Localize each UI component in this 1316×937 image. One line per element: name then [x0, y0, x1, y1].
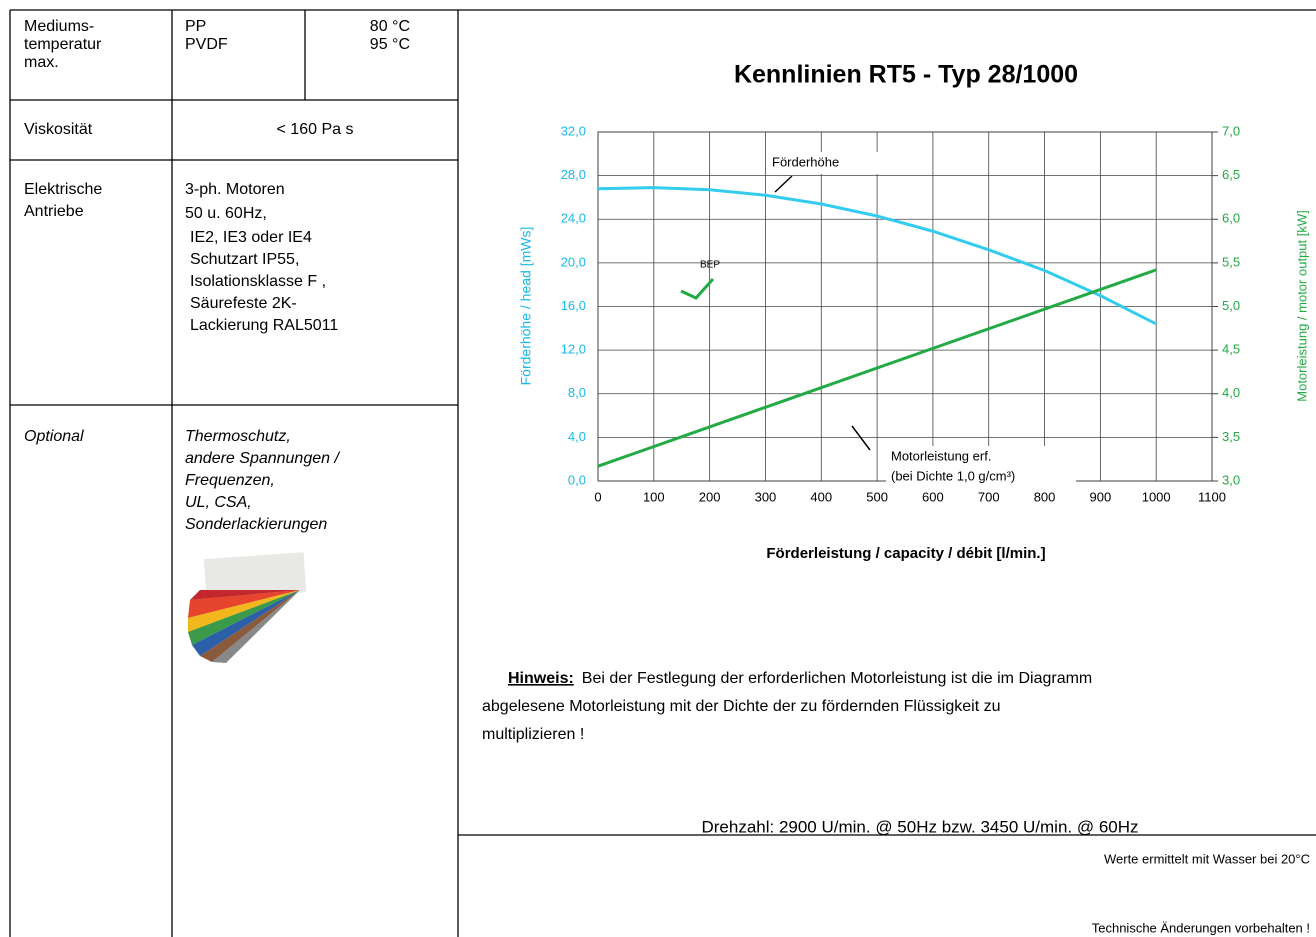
cell-text: andere Spannungen /: [185, 450, 340, 467]
cell-text: PP: [185, 18, 206, 35]
cell-text: Lackierung RAL5011: [190, 317, 338, 334]
annotation: BEP: [700, 260, 720, 271]
cell-text: Mediums-: [24, 18, 94, 35]
cell-text: Thermoschutz,: [185, 428, 291, 445]
leader-line: [775, 176, 792, 192]
note-text: multiplizieren !: [482, 726, 584, 743]
cell-text: 95 °C: [370, 36, 410, 53]
cell-text: UL, CSA,: [185, 494, 252, 511]
y2-tick-label: 3,0: [1222, 472, 1240, 487]
x-tick-label: 600: [922, 489, 944, 504]
y2-axis-label: Motorleistung / motor output [kW]: [1294, 210, 1309, 401]
cell-text: Frequenzen,: [185, 472, 275, 489]
speed: Drehzahl: 2900 U/min. @ 50Hz bzw. 3450 U…: [701, 817, 1138, 836]
chart-title: Kennlinien RT5 - Typ 28/1000: [734, 61, 1078, 89]
cell-text: Isolationsklasse F ,: [190, 273, 326, 290]
note-text: abgelesene Motorleistung mit der Dichte …: [482, 698, 1001, 715]
cell-text: Sonderlackierungen: [185, 516, 327, 533]
cell-text: max.: [24, 54, 59, 71]
cell-text: 50 u. 60Hz,: [185, 205, 267, 222]
cell-text: < 160 Pa s: [277, 121, 354, 138]
annotation: Motorleistung erf.: [891, 448, 991, 463]
y2-tick-label: 4,5: [1222, 342, 1240, 357]
y-tick-label: 8,0: [568, 385, 586, 400]
cell-text: 80 °C: [370, 18, 410, 35]
note: Hinweis: Bei der Festlegung der erforderl…: [508, 670, 1092, 687]
y-axis-label: Förderhöhe / head [mWs]: [518, 227, 534, 386]
cell-text: Viskosität: [24, 121, 93, 138]
x-tick-label: 700: [978, 489, 1000, 504]
y2-tick-label: 4,0: [1222, 385, 1240, 400]
annotation: Förderhöhe: [772, 154, 839, 169]
cell-text: Optional: [24, 428, 84, 445]
page: Mediums- temperatur max. PP PVDF 80 °C 9…: [0, 0, 1316, 937]
x-tick-label: 1000: [1142, 489, 1171, 504]
cell-text: Elektrische: [24, 181, 102, 198]
cell-text: temperatur: [24, 36, 102, 53]
cell-text: IE2, IE3 oder IE4: [190, 229, 312, 246]
y2-tick-label: 6,0: [1222, 211, 1240, 226]
note-text: Bei der Festlegung der erforderlichen Mo…: [582, 670, 1092, 687]
y-tick-label: 16,0: [561, 298, 586, 313]
x-tick-label: 400: [810, 489, 832, 504]
bep-check: [681, 279, 713, 298]
y-tick-label: 32,0: [561, 123, 586, 138]
cell-text: Schutzart IP55,: [190, 251, 299, 268]
y-tick-label: 20,0: [561, 254, 586, 269]
x-tick-label: 100: [643, 489, 665, 504]
ral-fan-image: [188, 552, 306, 663]
footer: Werte ermittelt mit Wasser bei 20°C: [1104, 851, 1310, 866]
y2-tick-label: 5,5: [1222, 254, 1240, 269]
x-tick-label: 500: [866, 489, 888, 504]
y-tick-label: 0,0: [568, 472, 586, 487]
y2-tick-label: 6,5: [1222, 167, 1240, 182]
annotation: (bei Dichte 1,0 g/cm³): [891, 468, 1015, 483]
cell-text: Säurefeste 2K-: [190, 295, 297, 312]
x-axis-label: Förderleistung / capacity / débit [l/min…: [766, 545, 1045, 562]
y-tick-label: 4,0: [568, 429, 586, 444]
y-tick-label: 28,0: [561, 167, 586, 182]
y2-tick-label: 7,0: [1222, 123, 1240, 138]
y-tick-label: 12,0: [561, 342, 586, 357]
datasheet: Mediums- temperatur max. PP PVDF 80 °C 9…: [0, 0, 1316, 937]
footer: Technische Änderungen vorbehalten !: [1092, 920, 1310, 935]
note-label: Hinweis:: [508, 670, 574, 687]
x-tick-label: 0: [594, 489, 601, 504]
cell-text: Antriebe: [24, 203, 84, 220]
y2-tick-label: 3,5: [1222, 429, 1240, 444]
x-tick-label: 300: [755, 489, 777, 504]
x-tick-label: 200: [699, 489, 721, 504]
x-tick-label: 800: [1034, 489, 1056, 504]
x-tick-label: 900: [1090, 489, 1112, 504]
cell-text: 3-ph. Motoren: [185, 181, 285, 198]
leader-line: [852, 426, 870, 450]
cell-text: PVDF: [185, 36, 228, 53]
y-tick-label: 24,0: [561, 211, 586, 226]
x-tick-label: 1100: [1198, 489, 1226, 504]
y2-tick-label: 5,0: [1222, 298, 1240, 313]
